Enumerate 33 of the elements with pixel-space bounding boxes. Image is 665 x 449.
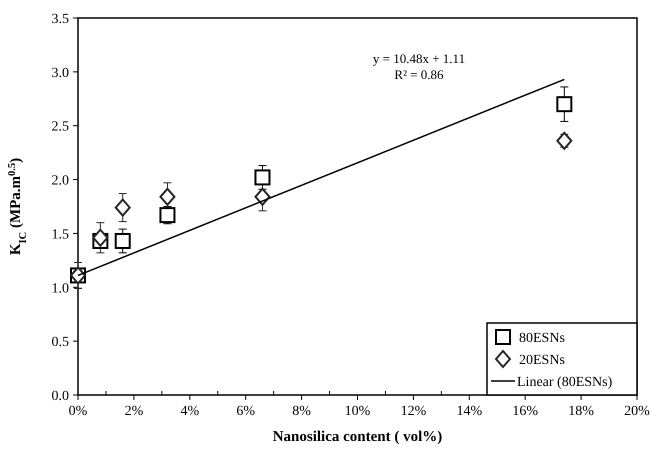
- y-tick-label: 2.0: [52, 174, 69, 189]
- legend-label: 20ESNs: [519, 353, 565, 368]
- x-axis-title: Nanosilica content ( vol%): [272, 429, 442, 445]
- annotation: y = 10.48x + 1.11: [372, 51, 466, 66]
- point: [114, 232, 131, 249]
- x-tick-label: 8%: [292, 404, 312, 419]
- y-tick-label: 2.5: [52, 120, 69, 135]
- x-tick-label: 14%: [456, 404, 482, 419]
- y-tick-label: 3.0: [52, 66, 69, 81]
- point: [159, 207, 176, 224]
- x-tick-label: 20%: [624, 404, 650, 419]
- point: [92, 228, 108, 247]
- x-tick-label: 10%: [344, 404, 371, 419]
- x-tick-label: 4%: [180, 404, 200, 419]
- y-tick-label: 0.5: [52, 335, 69, 350]
- x-tick-label: 12%: [400, 404, 427, 419]
- annotation: R² = 0.86: [394, 67, 444, 82]
- x-tick-label: 2%: [124, 404, 144, 419]
- point: [556, 132, 572, 150]
- x-tick-label: 6%: [236, 404, 256, 419]
- y-tick-label: 1.0: [52, 281, 69, 296]
- x-tick-label: 0%: [68, 404, 88, 419]
- legend-label: 80ESNs: [519, 331, 565, 346]
- legend-label: Linear (80ESNs): [517, 375, 613, 390]
- y-tick-label: 1.5: [52, 227, 69, 242]
- point: [114, 198, 131, 217]
- y-tick-label: 3.5: [52, 12, 69, 27]
- y-tick-label: 0.0: [52, 389, 69, 404]
- point: [254, 169, 270, 186]
- point: [159, 188, 176, 206]
- x-tick-label: 18%: [568, 404, 594, 419]
- x-tick-label: 16%: [512, 404, 538, 419]
- point: [556, 96, 572, 112]
